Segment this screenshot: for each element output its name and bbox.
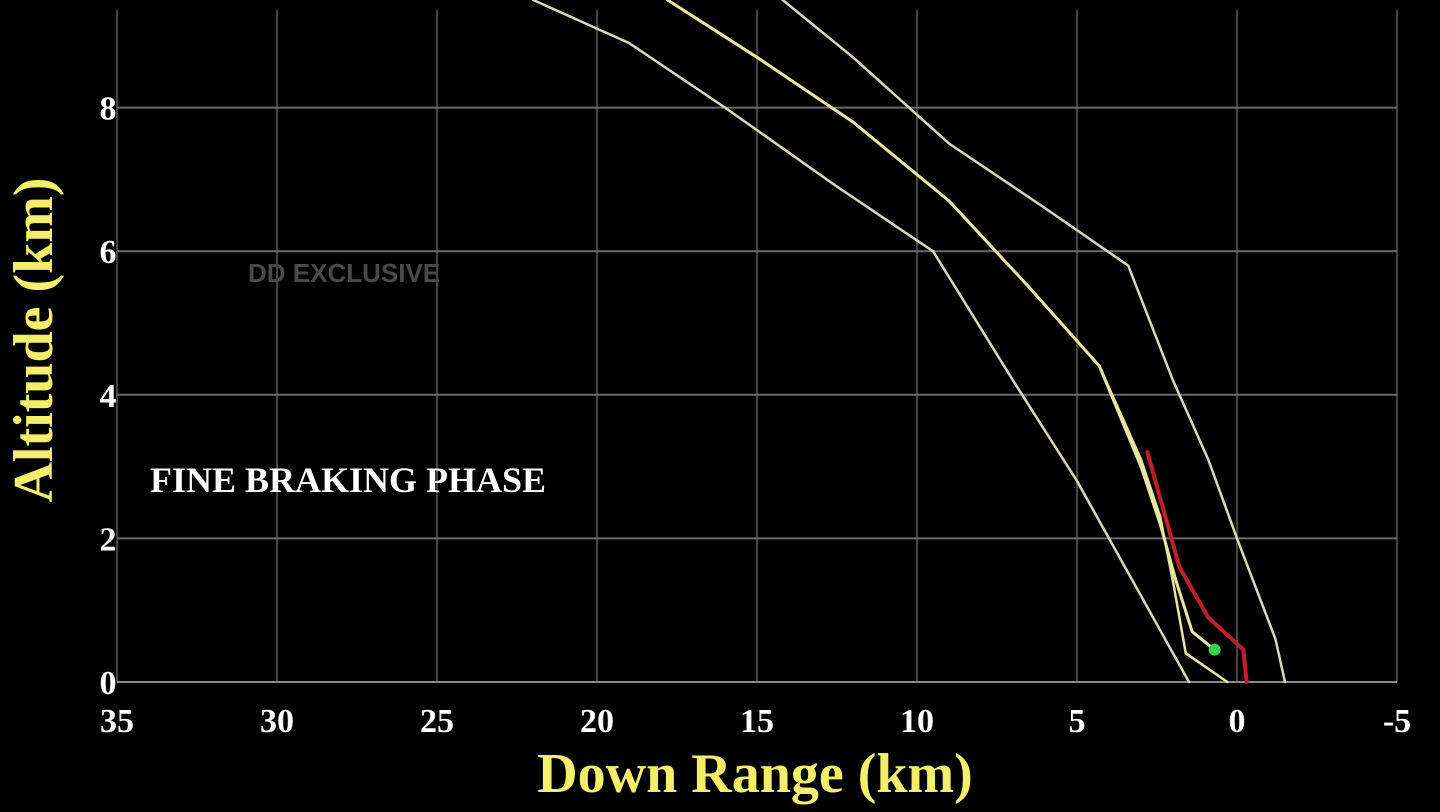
y-axis-title: Altitude (km) bbox=[3, 177, 65, 502]
series-lines bbox=[531, 0, 1287, 684]
x-tick-label: 30 bbox=[260, 703, 294, 740]
y-tick-label: 6 bbox=[100, 234, 117, 271]
series-line-actual-trajectory bbox=[665, 0, 1217, 652]
series-line-predicted-segment bbox=[1145, 450, 1249, 684]
series-line-lower-bound bbox=[531, 0, 1191, 684]
x-tick-label: 20 bbox=[580, 703, 614, 740]
x-tick-label: 35 bbox=[100, 703, 134, 740]
y-tick-label: 0 bbox=[100, 665, 117, 702]
markers bbox=[1208, 643, 1221, 656]
y-tick-label: 2 bbox=[100, 521, 117, 558]
series-line-upper-bound bbox=[781, 0, 1287, 684]
phase-annotation: FINE BRAKING PHASE bbox=[150, 460, 546, 500]
y-tick-labels: 0 2 4 6 8 bbox=[100, 91, 117, 702]
x-tick-label: -5 bbox=[1383, 703, 1411, 740]
x-tick-label: 25 bbox=[420, 703, 454, 740]
watermark-label: DD EXCLUSIVE bbox=[248, 258, 440, 288]
x-tick-label: 15 bbox=[740, 703, 774, 740]
x-tick-labels: 35 30 25 20 15 10 5 0 -5 bbox=[100, 703, 1411, 740]
current-position-marker bbox=[1208, 643, 1221, 656]
x-tick-label: 5 bbox=[1069, 703, 1086, 740]
x-tick-label: 10 bbox=[900, 703, 934, 740]
y-tick-label: 4 bbox=[100, 378, 117, 415]
grid-lines bbox=[116, 10, 1398, 683]
x-axis-title: Down Range (km) bbox=[537, 743, 973, 805]
x-tick-label: 0 bbox=[1229, 703, 1246, 740]
y-tick-label: 8 bbox=[100, 91, 117, 128]
